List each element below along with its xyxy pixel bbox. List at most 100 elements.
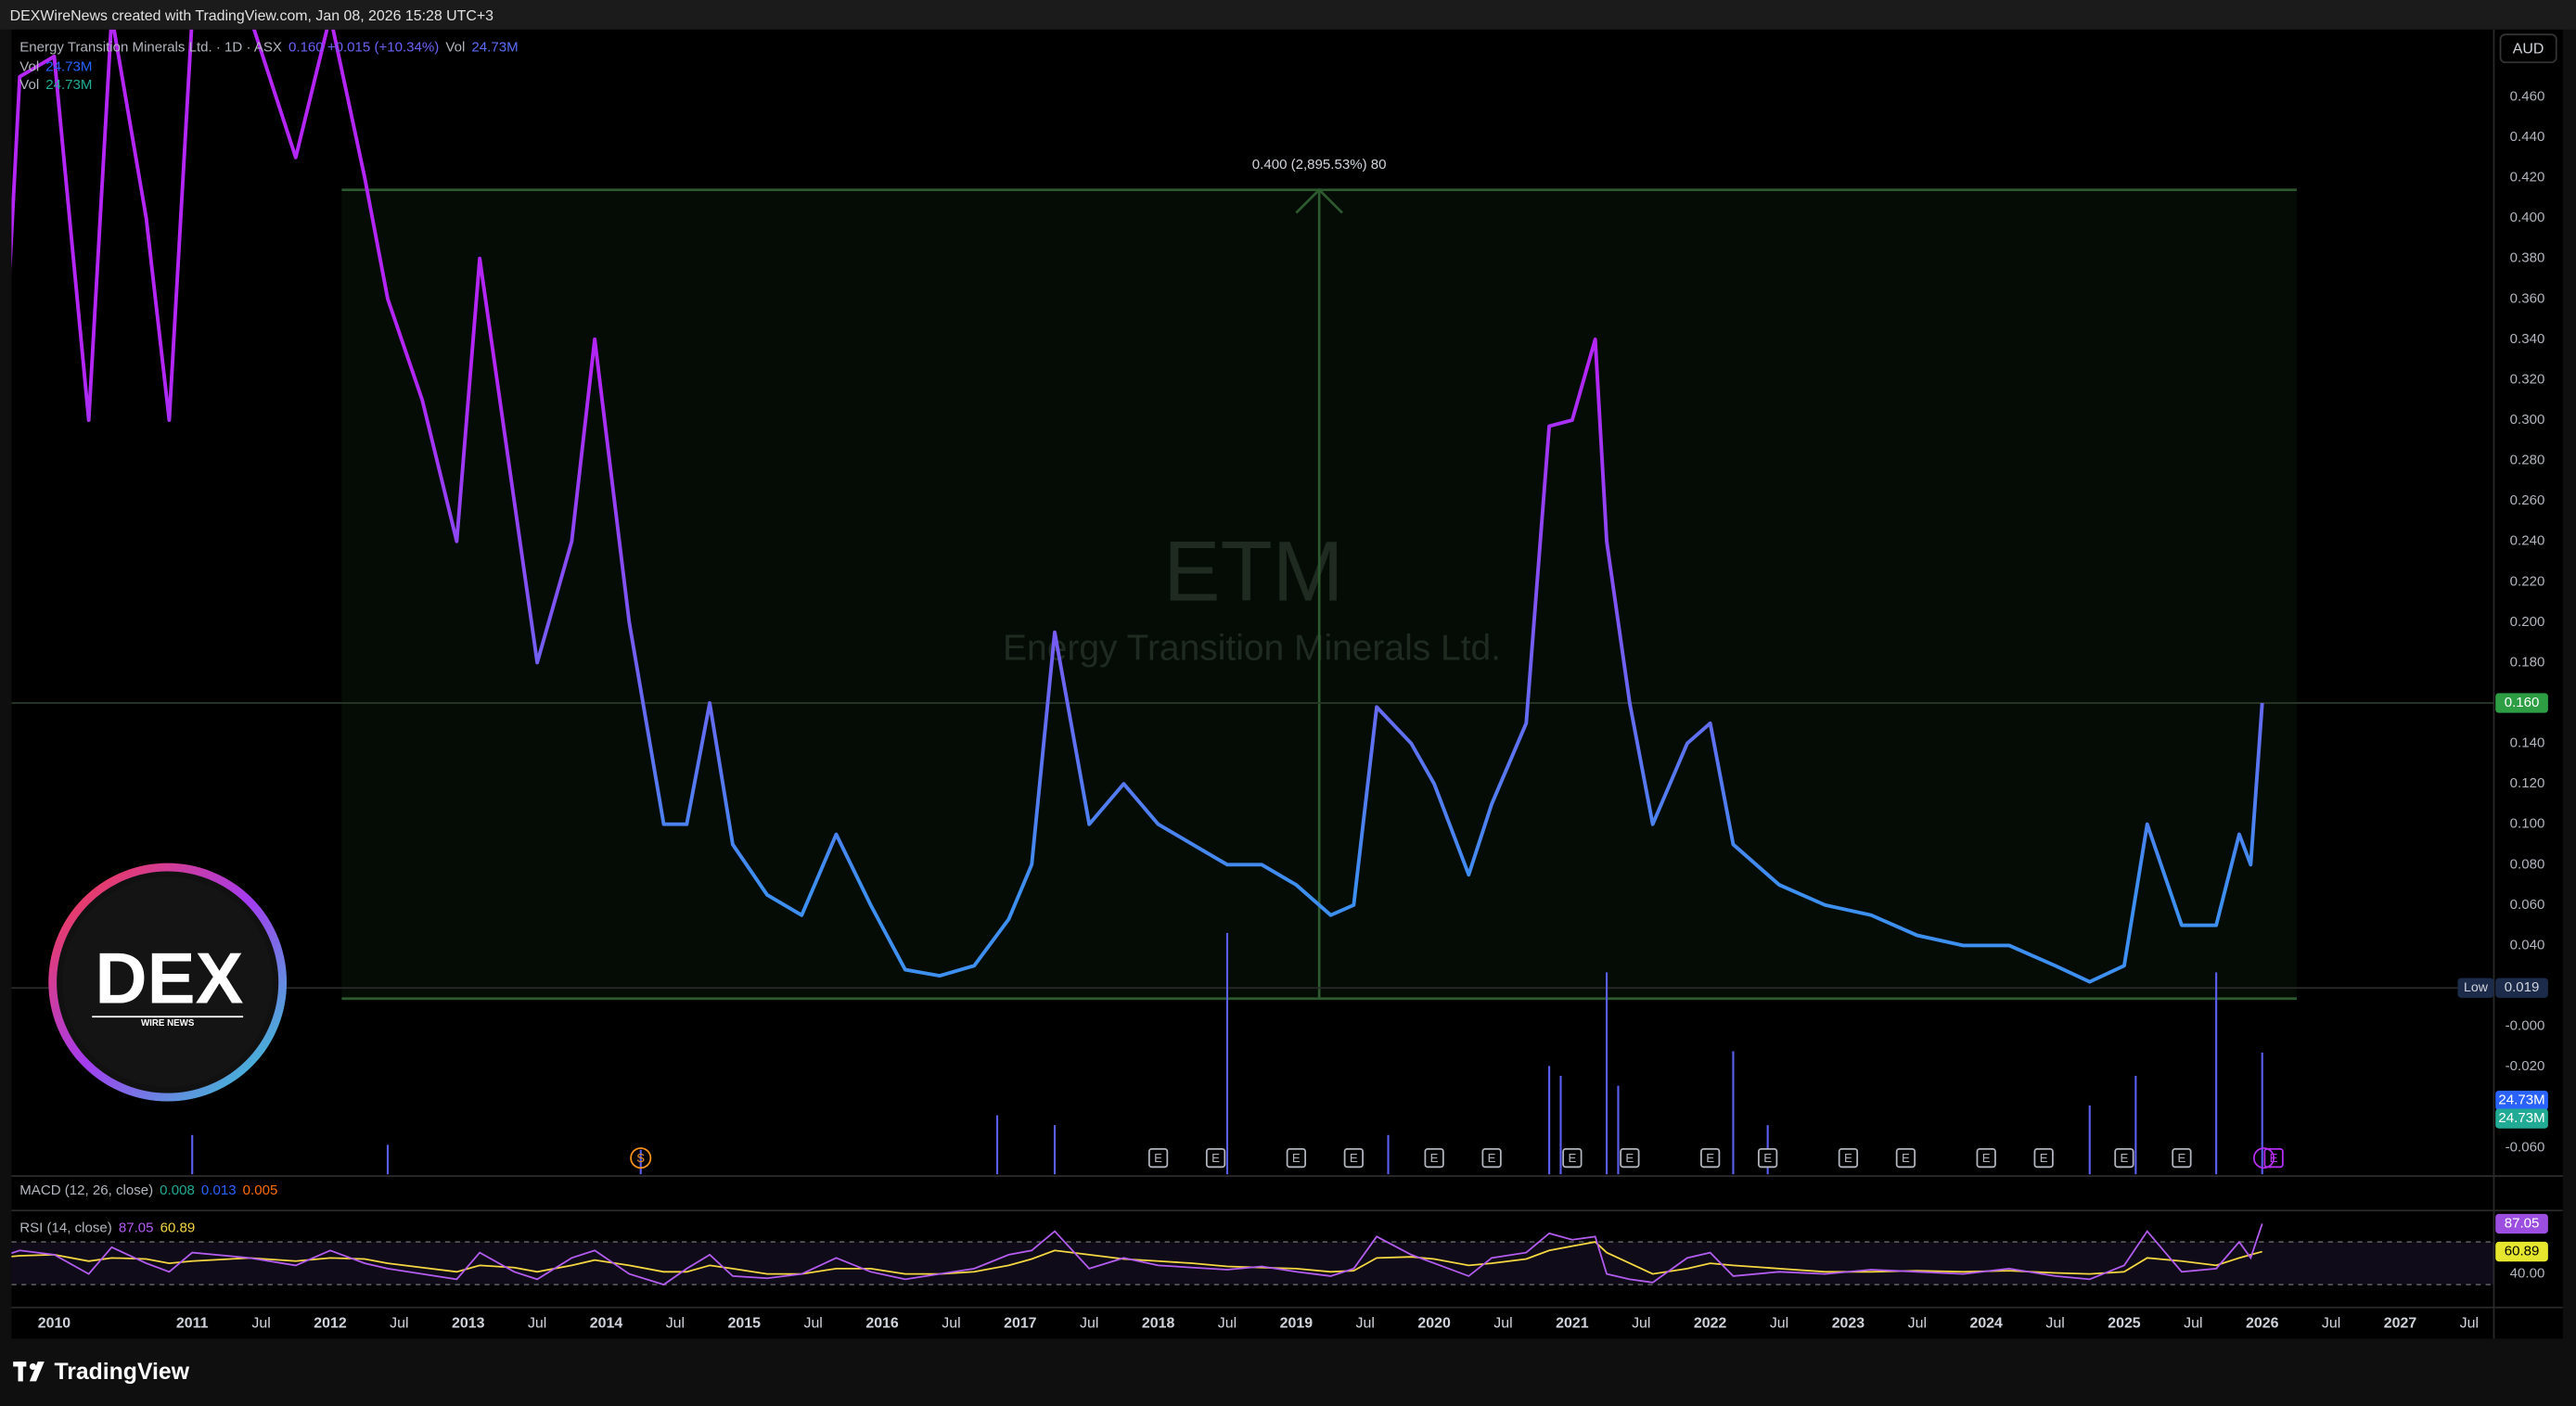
measure-arrowhead: [1295, 187, 1343, 214]
top-bar: [0, 0, 2576, 30]
y-tick-label: 0.080: [2510, 856, 2545, 872]
x-tick-label: Jul: [2184, 1316, 2202, 1332]
currency-box[interactable]: [2499, 33, 2557, 64]
y-tick-label: 0.360: [2510, 290, 2545, 306]
brand: TradingView: [54, 1360, 189, 1385]
watermark-name: Energy Transition Minerals Ltd.: [1003, 629, 1501, 669]
volume-bar: [2134, 1076, 2137, 1175]
x-tick-label: 2024: [1969, 1316, 2003, 1332]
x-tick-label: 2013: [452, 1316, 485, 1332]
x-tick-label: 2022: [1694, 1316, 1727, 1332]
x-tick-label: Jul: [390, 1316, 408, 1332]
y-tick-label: 0.100: [2510, 816, 2545, 832]
event-marker: [1700, 1147, 1721, 1169]
event-marker: [1286, 1147, 1306, 1169]
y-tick-label: 0.280: [2510, 453, 2545, 468]
volume-tag-box: [2495, 1090, 2548, 1111]
rsi-value: 87.05: [119, 1221, 154, 1236]
x-tick-label: 2023: [1832, 1316, 1865, 1332]
y-tick-label: 0.460: [2510, 88, 2545, 104]
volume-value: 24.73M: [45, 77, 92, 93]
dex-logo: DEX WIRE NEWS: [48, 863, 288, 1102]
y-tick-label: 0.220: [2510, 573, 2545, 589]
chart-panel: [11, 29, 2563, 1339]
x-tick-label: 2021: [1556, 1316, 1589, 1332]
low-name: Low: [2464, 980, 2489, 995]
x-tick-label: Jul: [1356, 1316, 1375, 1332]
event-marker: [1147, 1147, 1169, 1169]
rsi-ma-line: [11, 1241, 2262, 1275]
x-tick-label: Jul: [1218, 1316, 1237, 1332]
x-tick-label: Jul: [1080, 1316, 1098, 1332]
x-tick-label: 2016: [865, 1316, 899, 1332]
x-tick-label: Jul: [528, 1316, 546, 1332]
price-line: [11, 29, 2264, 984]
low-name-box: [2457, 978, 2494, 998]
event-label: E: [2178, 1151, 2186, 1165]
event-label: E: [1902, 1151, 1910, 1165]
x-tick-label: 2012: [314, 1316, 347, 1332]
volume-value: 24.73M: [45, 59, 92, 75]
event-label: E: [1568, 1151, 1576, 1165]
macd-value: 0.013: [201, 1182, 237, 1198]
volume-name: Vol: [19, 77, 39, 93]
event-label: E: [1430, 1151, 1439, 1165]
volume-tag-box: [2495, 1108, 2548, 1129]
brand-icon: [29, 1361, 45, 1382]
brand-icon: [29, 1362, 36, 1371]
currency: AUD: [2513, 41, 2544, 57]
volume-bar: [1053, 1125, 1057, 1175]
event-marker: [2172, 1147, 2192, 1169]
x-tick-label: 2014: [590, 1316, 623, 1332]
volume-bar: [995, 1115, 999, 1175]
rsi-band: [11, 1242, 2494, 1285]
volume-bar: [1606, 972, 1608, 1175]
event-label: E: [1211, 1151, 1220, 1165]
event-label: S: [636, 1151, 645, 1165]
y-tick-label: -0.020: [2506, 1058, 2545, 1074]
rsi-line: [11, 1223, 2263, 1286]
y-tick-label: 0.120: [2510, 775, 2545, 791]
event-marker: [1758, 1147, 1778, 1169]
x-tick-label: Jul: [1632, 1316, 1650, 1332]
logo-subtitle: WIRE NEWS: [141, 1018, 195, 1029]
rsi-label: RSI (14, close): [19, 1221, 112, 1236]
x-tick-label: Jul: [942, 1316, 960, 1332]
last-price-tag-box: [2495, 693, 2548, 713]
event-marker: [1562, 1147, 1583, 1169]
rsi-tag: 87.05: [2505, 1215, 2540, 1231]
volume-bar: [2261, 1052, 2263, 1175]
macd-value: 0.005: [243, 1182, 278, 1198]
x-tick-label: 2015: [728, 1316, 762, 1332]
x-tick-label: 2019: [1280, 1316, 1314, 1332]
header: DEXWireNews created with TradingView.com…: [10, 8, 494, 24]
event-marker: [2033, 1147, 2054, 1169]
volume-bar: [1617, 1085, 1620, 1175]
volume-bar: [386, 1144, 390, 1175]
event-marker: [1205, 1147, 1226, 1169]
volume-bar: [2088, 1105, 2091, 1175]
volume-bar: [1548, 1066, 1551, 1175]
measure-label: 0.400 (2,895.53%) 80: [1252, 157, 1387, 173]
x-tick-label: Jul: [1908, 1316, 1927, 1332]
volume-bar: [191, 1134, 194, 1175]
volume-tag: 24.73M: [2498, 1110, 2544, 1126]
event-icon: [2252, 1147, 2275, 1170]
rsi-pane: [11, 1223, 2494, 1286]
event-label: E: [2121, 1151, 2129, 1165]
rsi-tick-label: 40.00: [2510, 1266, 2545, 1282]
y-tick-label: 0.320: [2510, 371, 2545, 387]
volume-bar: [1559, 1076, 1562, 1175]
x-tick-label: Jul: [2045, 1316, 2064, 1332]
last-price-tag: 0.160: [2505, 695, 2540, 710]
rsi-tag-box: [2495, 1213, 2548, 1234]
x-tick-label: Jul: [2460, 1316, 2479, 1332]
volume-bar: [639, 1149, 642, 1175]
event-label: E: [1625, 1151, 1634, 1165]
x-tick-label: Jul: [666, 1316, 685, 1332]
event-label: E: [1844, 1151, 1852, 1165]
event-label: E: [2040, 1151, 2048, 1165]
